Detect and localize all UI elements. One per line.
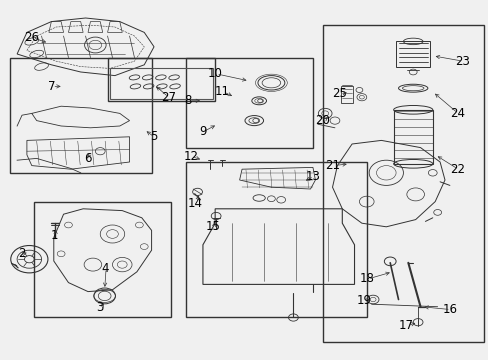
Text: 10: 10 — [207, 67, 222, 80]
Bar — [10, 58, 151, 173]
Text: 24: 24 — [449, 107, 464, 120]
Text: 12: 12 — [183, 150, 198, 163]
Text: 19: 19 — [356, 294, 371, 307]
Bar — [341, 86, 352, 103]
Bar — [395, 41, 429, 67]
Text: 25: 25 — [332, 87, 346, 100]
Text: 6: 6 — [84, 152, 92, 165]
Text: 20: 20 — [315, 114, 329, 127]
Text: 23: 23 — [454, 55, 468, 68]
Text: 15: 15 — [205, 220, 220, 233]
Text: 3: 3 — [96, 301, 104, 314]
Bar — [110, 68, 212, 99]
Text: 11: 11 — [215, 85, 229, 98]
Text: 27: 27 — [161, 91, 176, 104]
Bar — [185, 162, 366, 317]
Text: 9: 9 — [199, 125, 206, 138]
Text: 14: 14 — [188, 197, 203, 210]
Text: 18: 18 — [359, 273, 373, 285]
Text: 1: 1 — [51, 229, 59, 242]
Text: 26: 26 — [24, 31, 39, 44]
Text: 13: 13 — [305, 170, 320, 183]
Bar — [107, 58, 215, 101]
Text: 4: 4 — [101, 262, 109, 275]
Text: 5: 5 — [150, 130, 158, 143]
Bar — [322, 25, 483, 342]
Text: 8: 8 — [184, 94, 192, 107]
Bar — [185, 58, 312, 148]
Text: 2: 2 — [18, 247, 26, 260]
Text: 21: 21 — [325, 159, 339, 172]
Bar — [393, 110, 432, 164]
Text: 22: 22 — [449, 163, 464, 176]
Bar — [34, 202, 171, 317]
Text: 16: 16 — [442, 303, 456, 316]
Text: 17: 17 — [398, 319, 412, 332]
Text: 7: 7 — [47, 80, 55, 93]
